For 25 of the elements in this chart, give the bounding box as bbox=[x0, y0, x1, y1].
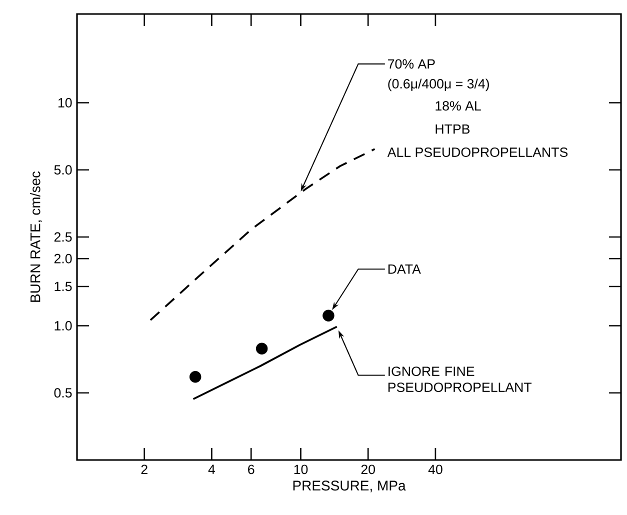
y-tick-label: 2.5 bbox=[54, 232, 72, 242]
text: DATA bbox=[388, 264, 421, 274]
x-tick-label: 2 bbox=[141, 464, 148, 474]
x-tick-label: 20 bbox=[361, 464, 375, 474]
y-tick-label: 10 bbox=[58, 98, 72, 108]
annotation: 70% AP bbox=[388, 59, 435, 69]
y-tick-label: 5.0 bbox=[54, 165, 72, 175]
y-tick-label: 0.5 bbox=[54, 388, 72, 398]
y-tick-label: 2.0 bbox=[54, 254, 72, 264]
x-tick-label: 40 bbox=[428, 464, 442, 474]
annotation: HTPB bbox=[436, 124, 470, 134]
point bbox=[189, 370, 202, 383]
text: IGNORE FINE PSEUDOPROPELLANT bbox=[388, 366, 532, 392]
point bbox=[256, 342, 268, 354]
x-tick-label: 6 bbox=[248, 464, 254, 474]
x-tick-label: 10 bbox=[294, 464, 308, 474]
annotation: (0.6μ/400μ = 3/4) bbox=[388, 78, 489, 92]
annotation: 18% AL bbox=[436, 101, 481, 111]
series-label: ALL PSEUDOPROPELLANTS bbox=[387, 148, 568, 157]
x-tick-label: 4 bbox=[208, 464, 216, 474]
point bbox=[322, 310, 334, 322]
y-axis-title: BURN RATE, cm/sec bbox=[30, 171, 42, 302]
x-axis-title: PRESSURE, MPa bbox=[293, 480, 406, 492]
y-tick-label: 1.0 bbox=[54, 321, 72, 330]
y-tick-label: 1.5 bbox=[54, 282, 72, 292]
